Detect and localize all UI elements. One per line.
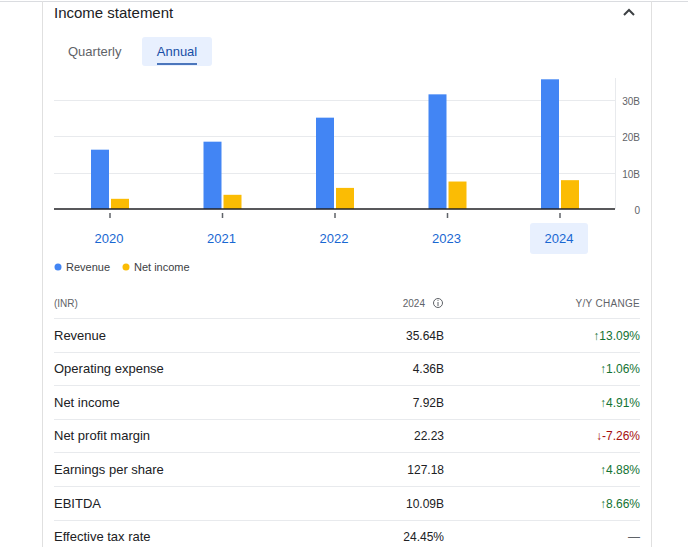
info-icon[interactable] bbox=[434, 299, 443, 308]
row-label: Effective tax rate bbox=[54, 529, 151, 544]
row-value: 24.45% bbox=[403, 530, 444, 544]
tab-active[interactable]: Annual bbox=[157, 44, 198, 59]
row-value: 22.23 bbox=[414, 429, 444, 443]
row-label: Operating expense bbox=[54, 361, 164, 376]
bar bbox=[541, 79, 559, 209]
row-separator bbox=[54, 452, 640, 453]
tab-underline bbox=[157, 63, 197, 65]
y-tick-label: 0 bbox=[634, 205, 640, 216]
x-tick bbox=[447, 213, 449, 218]
grid-line bbox=[54, 100, 615, 101]
y-tick-label: 30B bbox=[622, 96, 640, 107]
legend-marker bbox=[123, 264, 130, 271]
x-tick-label[interactable]: 2020 bbox=[95, 231, 124, 246]
bar bbox=[91, 150, 109, 209]
legend-label: Revenue bbox=[66, 261, 110, 273]
row-label: Net profit margin bbox=[54, 428, 150, 443]
row-separator bbox=[54, 385, 640, 386]
row-change: ↑8.66% bbox=[600, 497, 640, 511]
card-left-border bbox=[42, 1, 43, 547]
bar bbox=[561, 180, 579, 209]
x-tick bbox=[334, 213, 336, 218]
x-axis-line bbox=[54, 208, 615, 210]
row-value: 10.09B bbox=[406, 497, 444, 511]
section-title: Income statement bbox=[54, 4, 174, 21]
row-value: 127.18 bbox=[407, 463, 444, 477]
row-change: ↑4.91% bbox=[600, 396, 640, 410]
row-separator bbox=[54, 352, 640, 353]
x-tick-label[interactable]: 2023 bbox=[432, 231, 461, 246]
y-tick-label: 10B bbox=[622, 169, 640, 180]
bars bbox=[91, 79, 579, 209]
bar bbox=[336, 188, 354, 209]
tab[interactable]: Quarterly bbox=[68, 44, 122, 59]
grid-line bbox=[54, 136, 615, 137]
active-tab-background bbox=[142, 37, 212, 66]
row-label: Net income bbox=[54, 395, 120, 410]
row-label: Earnings per share bbox=[54, 462, 164, 477]
x-tick bbox=[222, 213, 224, 218]
row-separator bbox=[54, 520, 640, 521]
x-tick-label[interactable]: 2024 bbox=[545, 231, 574, 246]
bar bbox=[316, 118, 334, 209]
bar bbox=[111, 199, 129, 209]
bar bbox=[429, 94, 447, 209]
y-tick-label: 20B bbox=[622, 132, 640, 143]
table-period: 2024 bbox=[403, 298, 426, 309]
card-top-border bbox=[0, 1, 688, 2]
row-separator bbox=[54, 318, 640, 319]
bar bbox=[224, 195, 242, 209]
row-value: 4.36B bbox=[413, 362, 444, 376]
x-tick-label[interactable]: 2021 bbox=[207, 231, 236, 246]
table-unit: (INR) bbox=[54, 298, 78, 309]
row-change: ↓-7.26% bbox=[596, 429, 640, 443]
row-change: ↑4.88% bbox=[600, 463, 640, 477]
row-value: 35.64B bbox=[406, 329, 444, 343]
page: Income statement Quarterly Annual 0 10B 20B 30… bbox=[0, 0, 688, 547]
row-value: 7.92B bbox=[413, 396, 444, 410]
row-label: Revenue bbox=[54, 328, 106, 343]
bar bbox=[449, 182, 467, 209]
collapse-chevron[interactable] bbox=[624, 10, 634, 15]
row-label: EBITDA bbox=[54, 496, 101, 511]
x-tick-label[interactable]: 2022 bbox=[320, 231, 349, 246]
info-icon-dot bbox=[437, 300, 438, 301]
legend-marker bbox=[55, 264, 62, 271]
card-right-border bbox=[651, 1, 652, 547]
x-tick bbox=[559, 213, 561, 218]
row-separator bbox=[54, 419, 640, 420]
selected-category-background bbox=[530, 223, 588, 254]
x-tick bbox=[109, 213, 111, 218]
bar bbox=[204, 142, 222, 209]
row-change: ↑1.06% bbox=[600, 362, 640, 376]
row-separator bbox=[54, 486, 640, 487]
table-change-header: Y/Y CHANGE bbox=[576, 298, 641, 309]
grid-line bbox=[54, 173, 615, 174]
row-change: ↑13.09% bbox=[593, 329, 640, 343]
legend-label: Net income bbox=[134, 261, 190, 273]
row-change: — bbox=[628, 530, 640, 544]
y-axis-line bbox=[615, 78, 616, 209]
info-icon-stem bbox=[438, 302, 439, 306]
